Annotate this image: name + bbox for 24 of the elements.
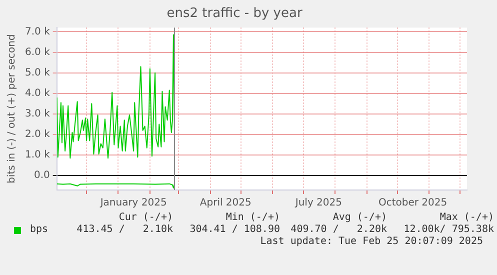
y-tick-label: 0.0 xyxy=(34,170,50,182)
text: Min (-/+) xyxy=(224,212,280,224)
y-tick-label: 3.0 k xyxy=(25,108,50,120)
text: Last update: Tue Feb 25 20:07:09 2025 xyxy=(259,236,484,248)
y-axis-title: bits in (-) / out (+) per second xyxy=(6,34,18,184)
text: 413.45 / 2.10k xyxy=(76,224,173,236)
text: Max (-/+) xyxy=(438,212,494,224)
chart-title: ens2 traffic - by year xyxy=(166,6,303,22)
text: 12.00k/ 795.38k xyxy=(402,224,494,236)
y-tick-label: 5.0 k xyxy=(25,67,50,78)
text: Cur (-/+) xyxy=(118,212,173,224)
y-tick-label: 4.0 k xyxy=(25,88,50,99)
text: 409.70 / 2.20k xyxy=(290,224,387,236)
text: 304.41 / 108.90 xyxy=(188,224,280,236)
y-tick-label: 7.0 k xyxy=(25,26,50,38)
x-tick-label: October 2025 xyxy=(378,198,448,209)
y-tick-label: 2.0 k xyxy=(25,129,50,140)
x-tick-label: April 2025 xyxy=(200,198,252,209)
text: Avg (-/+) xyxy=(332,212,387,224)
x-tick-label: January 2025 xyxy=(99,198,167,209)
y-tick-label: 1.0 k xyxy=(25,150,50,161)
y-tick-label: 6.0 k xyxy=(25,46,50,58)
x-tick-label: July 2025 xyxy=(294,198,342,209)
legend-label: bps xyxy=(29,224,50,236)
